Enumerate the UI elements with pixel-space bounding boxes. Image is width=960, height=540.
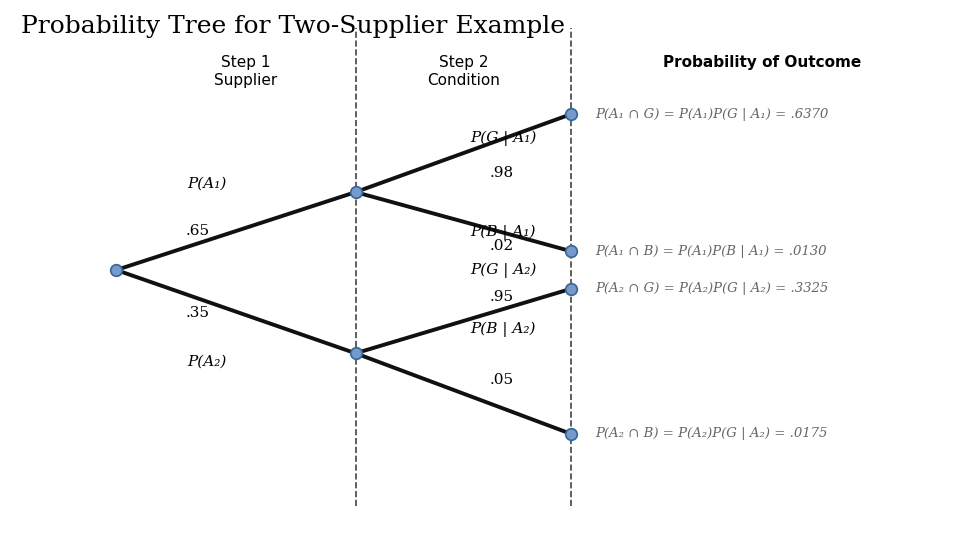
Text: .98: .98 [490,166,514,180]
Point [108,266,124,274]
Text: P(B | A₂): P(B | A₂) [470,321,536,337]
Point [348,188,363,197]
Text: P(G | A₂): P(G | A₂) [470,262,537,278]
Text: Step 2
Condition: Step 2 Condition [427,55,500,87]
Text: .05: .05 [490,373,514,387]
Text: .35: .35 [186,306,210,320]
Text: P(B | A₁): P(B | A₁) [470,225,536,240]
Text: P(A₂ ∩ B) = P(A₂)P(G | A₂) = .0175: P(A₂ ∩ B) = P(A₂)P(G | A₂) = .0175 [595,427,828,440]
Text: .65: .65 [186,224,210,238]
Point [564,110,579,118]
Text: P(A₁): P(A₁) [187,177,227,191]
Text: Probability of Outcome: Probability of Outcome [663,55,861,70]
Text: .02: .02 [490,239,514,253]
Text: Step 1
Supplier: Step 1 Supplier [214,55,277,87]
Point [564,285,579,293]
Point [564,247,579,255]
Point [564,429,579,438]
Text: P(A₂): P(A₂) [187,354,227,368]
Text: P(A₂ ∩ G) = P(A₂)P(G | A₂) = .3325: P(A₂ ∩ G) = P(A₂)P(G | A₂) = .3325 [595,282,828,295]
Text: P(G | A₁): P(G | A₁) [470,131,537,146]
Text: .95: .95 [490,290,514,304]
Text: P(A₁ ∩ B) = P(A₁)P(B | A₁) = .0130: P(A₁ ∩ B) = P(A₁)P(B | A₁) = .0130 [595,245,827,258]
Point [348,349,363,357]
Text: P(A₁ ∩ G) = P(A₁)P(G | A₁) = .6370: P(A₁ ∩ G) = P(A₁)P(G | A₁) = .6370 [595,107,828,121]
Text: Probability Tree for Two-Supplier Example: Probability Tree for Two-Supplier Exampl… [20,15,564,38]
